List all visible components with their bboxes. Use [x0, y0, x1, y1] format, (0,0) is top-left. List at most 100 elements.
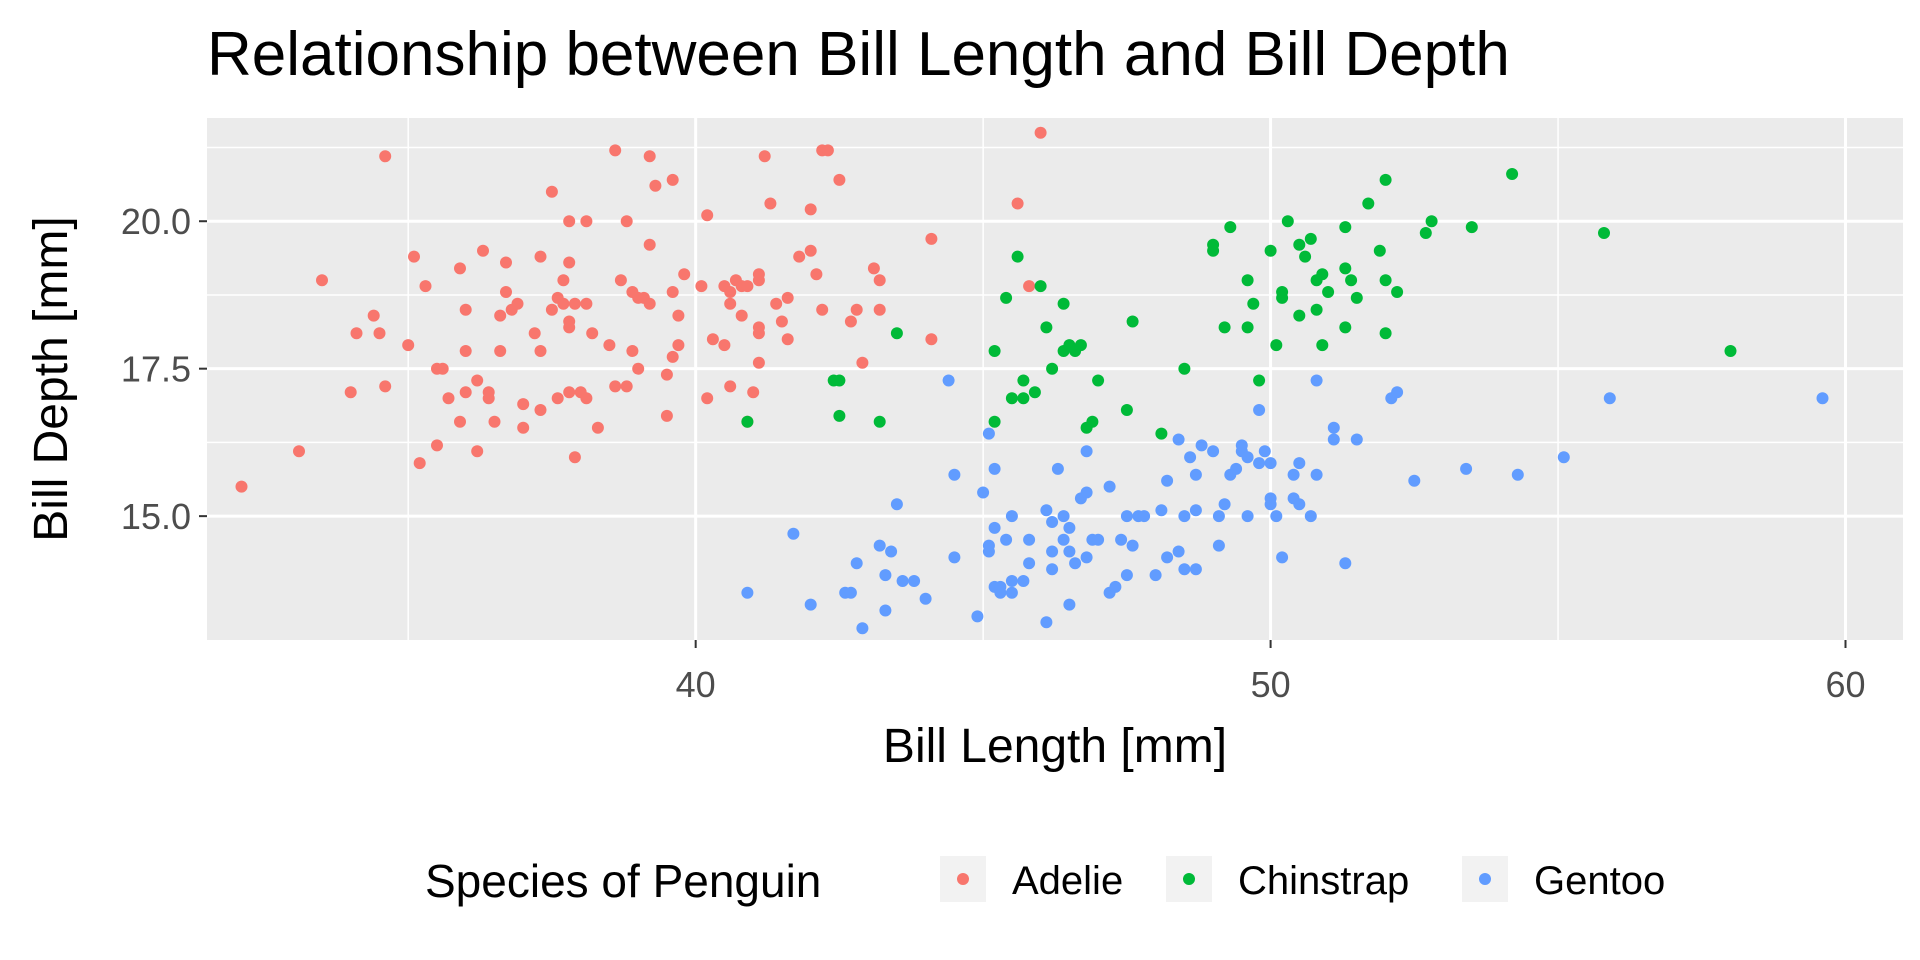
data-point — [1235, 439, 1248, 452]
data-point — [1103, 480, 1116, 493]
data-point — [1391, 286, 1404, 298]
data-point — [1218, 321, 1231, 334]
data-point — [1178, 362, 1191, 375]
data-point — [1379, 274, 1392, 287]
data-point — [1327, 433, 1340, 446]
data-point — [1339, 557, 1352, 570]
data-point — [752, 268, 765, 281]
data-point — [994, 580, 1007, 593]
data-point — [591, 421, 604, 434]
data-point — [660, 368, 673, 381]
data-point — [660, 409, 673, 422]
data-point — [494, 345, 507, 357]
y-tick-label: 17.5 — [121, 349, 191, 390]
data-point — [586, 327, 599, 340]
data-point — [1258, 445, 1271, 458]
data-point — [867, 262, 880, 275]
data-point — [620, 380, 633, 393]
data-point — [609, 144, 622, 157]
data-point — [557, 297, 570, 310]
data-point — [1379, 327, 1392, 340]
data-point — [379, 380, 392, 393]
data-point — [1408, 474, 1421, 487]
x-tick-label: 40 — [676, 664, 716, 705]
data-point — [787, 527, 800, 540]
data-point — [1017, 575, 1030, 587]
data-point — [982, 427, 995, 440]
data-point — [1816, 392, 1829, 405]
data-point — [775, 315, 788, 328]
data-point — [459, 345, 472, 357]
data-point — [528, 327, 541, 340]
data-point — [1598, 227, 1610, 239]
data-point — [367, 309, 380, 322]
data-point — [1322, 286, 1335, 298]
data-point — [1310, 374, 1323, 387]
data-point — [1161, 474, 1174, 487]
data-point — [1339, 321, 1352, 334]
data-point — [1316, 268, 1329, 281]
data-point — [879, 569, 892, 582]
data-point — [752, 327, 765, 340]
data-point — [580, 392, 593, 405]
data-point — [454, 415, 466, 428]
data-point — [563, 386, 576, 399]
data-point — [1230, 462, 1243, 475]
data-point — [977, 486, 990, 499]
data-point — [1253, 404, 1266, 416]
data-point — [1023, 533, 1036, 546]
data-point — [1603, 392, 1616, 405]
data-point — [793, 250, 806, 263]
data-point — [1253, 457, 1266, 470]
data-point — [919, 592, 932, 605]
data-point — [1419, 227, 1432, 239]
data-point — [494, 309, 507, 322]
data-point — [1092, 533, 1105, 546]
data-point — [856, 622, 869, 635]
data-point — [477, 244, 489, 257]
data-point — [1310, 468, 1323, 481]
data-point — [1293, 498, 1306, 511]
data-point — [1000, 291, 1013, 304]
data-point — [1034, 126, 1047, 139]
data-point — [844, 586, 857, 599]
data-point — [1086, 415, 1099, 428]
data-point — [454, 262, 466, 275]
data-point — [1069, 557, 1082, 570]
legend-items: Adelie Chinstrap Gentoo — [940, 856, 1665, 903]
data-point — [770, 297, 783, 310]
data-point — [1109, 580, 1122, 593]
data-point — [1425, 215, 1438, 228]
data-point — [534, 345, 547, 357]
grid-lines — [207, 118, 1903, 640]
data-point — [1506, 168, 1519, 180]
data-point — [1063, 598, 1076, 611]
data-point — [482, 386, 495, 399]
data-point — [1000, 533, 1013, 546]
data-point — [873, 415, 886, 428]
data-point — [695, 280, 708, 293]
data-point — [1023, 557, 1036, 570]
data-point — [1040, 504, 1053, 517]
data-point — [1241, 510, 1254, 523]
data-point — [1063, 545, 1076, 558]
y-axis-title: Bill Depth [mm] — [25, 216, 78, 541]
data-point — [1057, 533, 1070, 546]
legend-title: Species of Penguin — [425, 855, 821, 907]
data-point — [724, 380, 737, 393]
data-point — [643, 297, 656, 310]
data-point — [620, 215, 633, 228]
data-point — [545, 303, 558, 316]
data-point — [442, 392, 455, 405]
data-point — [844, 315, 857, 328]
data-point — [1247, 297, 1260, 310]
data-point — [890, 327, 903, 340]
data-point — [488, 415, 501, 428]
data-point — [948, 551, 961, 564]
data-point — [752, 356, 765, 369]
data-point — [678, 268, 691, 281]
data-point — [626, 345, 639, 357]
data-points — [235, 126, 1829, 635]
data-point — [413, 457, 426, 470]
